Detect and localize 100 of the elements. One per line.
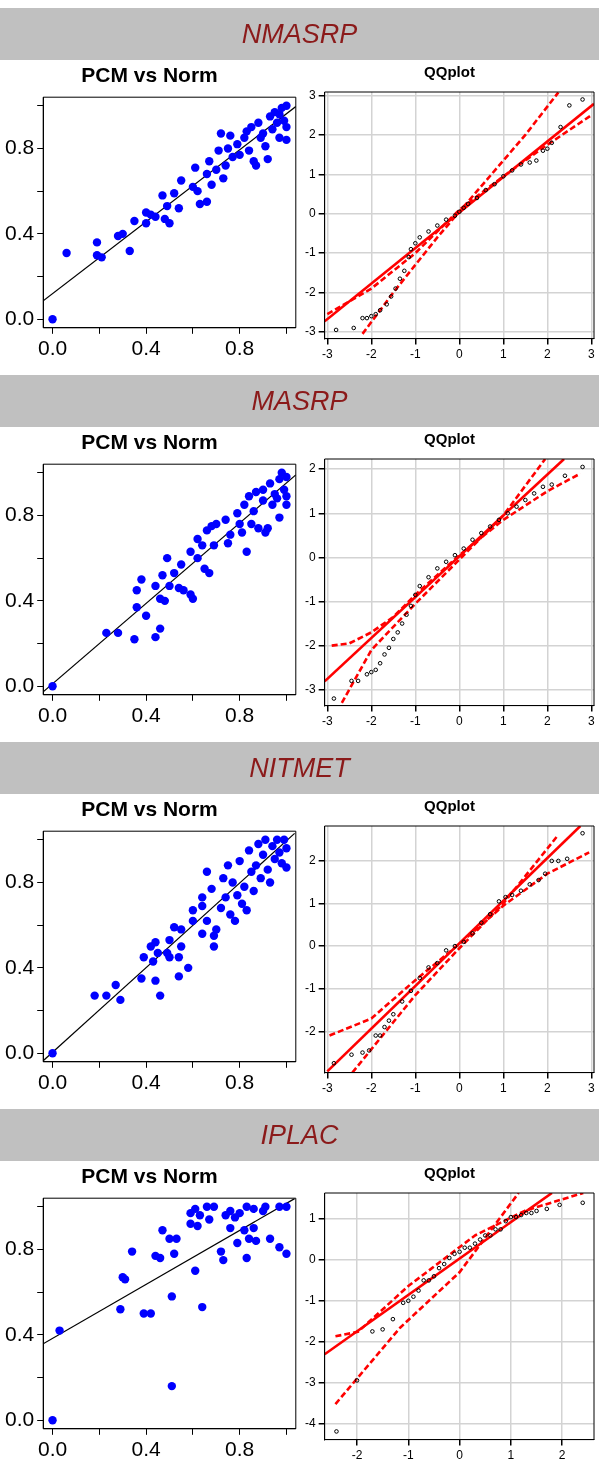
point	[209, 1202, 219, 1211]
x-tick-label: 0.8	[225, 336, 255, 360]
y-tick-label: -2	[305, 1333, 316, 1348]
x-tick-label: -2	[365, 1081, 377, 1096]
point	[249, 1223, 258, 1233]
x-tick-label: 0.4	[131, 703, 162, 727]
point	[165, 581, 174, 591]
y-tick-label: 1	[308, 1211, 316, 1226]
y-tick-label: -1	[305, 981, 316, 996]
point	[226, 1206, 235, 1216]
y-tick-label: -1	[305, 593, 316, 608]
point	[272, 494, 282, 503]
y-tick-label: -2	[305, 1023, 316, 1038]
point	[139, 1309, 148, 1318]
y-tick-label: -2	[305, 284, 316, 299]
point	[151, 212, 160, 221]
point	[261, 142, 270, 151]
point	[221, 161, 230, 170]
y-tick-label: -3	[305, 682, 316, 697]
point	[258, 496, 268, 505]
x-tick-label: 0	[455, 1081, 463, 1096]
point	[244, 1234, 254, 1243]
chart-title: PCM vs Norm	[81, 430, 218, 454]
point	[256, 133, 265, 142]
point	[235, 150, 244, 160]
chart-title: PCM vs Norm	[81, 1164, 218, 1188]
point	[235, 1208, 244, 1218]
chart-title: QQplot	[424, 63, 475, 81]
point	[240, 500, 249, 509]
point	[275, 513, 284, 522]
y-tick-label: 0.8	[4, 869, 35, 893]
point	[191, 1266, 200, 1275]
point	[230, 1213, 240, 1222]
point	[233, 1238, 242, 1248]
x-tick-label: 0.0	[37, 1437, 68, 1461]
point	[235, 519, 244, 529]
y-tick-label: -4	[305, 1415, 316, 1430]
x-tick-label: -3	[321, 1081, 333, 1096]
x-tick-label: -1	[402, 1448, 414, 1463]
point	[282, 1249, 291, 1258]
x-tick-label: 0.8	[225, 1437, 255, 1461]
point	[137, 575, 146, 584]
point	[102, 628, 111, 638]
x-tick-label: -1	[409, 1081, 421, 1096]
point	[282, 492, 291, 501]
y-tick-label: 0.4	[4, 220, 35, 244]
x-tick-label: -3	[321, 714, 333, 729]
point	[226, 131, 235, 140]
point	[202, 169, 212, 179]
y-tick-label: 0	[308, 1252, 316, 1267]
x-tick-label: 0.0	[37, 703, 68, 727]
x-tick-label: 3	[588, 1081, 596, 1096]
point	[268, 500, 277, 509]
point	[97, 253, 106, 262]
x-tick-label: 3	[588, 347, 596, 362]
point	[247, 519, 256, 529]
point	[205, 157, 214, 166]
point	[179, 585, 188, 595]
point	[265, 479, 275, 488]
point	[125, 246, 134, 256]
y-tick-label: 0.0	[4, 1040, 35, 1064]
point	[48, 315, 57, 324]
point	[209, 541, 219, 550]
point	[130, 216, 139, 226]
text: NITMET	[0, 742, 599, 794]
x-tick-label: 0.4	[131, 1070, 162, 1094]
x-tick-label: -2	[351, 1448, 363, 1463]
point	[193, 534, 202, 544]
chart-title: QQplot	[424, 797, 475, 815]
y-tick-label: 0	[308, 938, 316, 953]
x-tick-label: 0.4	[131, 1437, 162, 1461]
y-tick-label: 0	[308, 549, 316, 564]
point	[233, 509, 242, 518]
point	[195, 199, 205, 209]
y-tick-label: 3	[308, 87, 316, 102]
x-tick-label: 0.0	[37, 336, 68, 360]
x-tick-label: -2	[365, 347, 377, 362]
y-tick-label: 0	[308, 206, 316, 221]
point	[169, 568, 179, 578]
point	[205, 1215, 214, 1224]
y-tick-label: -3	[305, 1374, 316, 1389]
y-tick-label: 0.4	[4, 1321, 35, 1345]
point	[254, 118, 263, 128]
point	[186, 547, 195, 556]
x-tick-label: -2	[365, 714, 377, 729]
y-tick-label: 1	[308, 166, 316, 181]
point	[193, 553, 202, 563]
chart-title: PCM vs Norm	[81, 63, 218, 87]
x-tick-label: 0	[455, 347, 463, 362]
point	[226, 530, 235, 539]
point	[228, 152, 237, 162]
point	[242, 1202, 251, 1211]
point	[193, 1221, 202, 1231]
point	[272, 118, 282, 128]
point	[221, 515, 230, 524]
point	[242, 547, 251, 556]
x-tick-label: 2	[544, 347, 552, 362]
point	[212, 165, 221, 174]
point	[275, 1243, 284, 1252]
point	[158, 191, 167, 200]
